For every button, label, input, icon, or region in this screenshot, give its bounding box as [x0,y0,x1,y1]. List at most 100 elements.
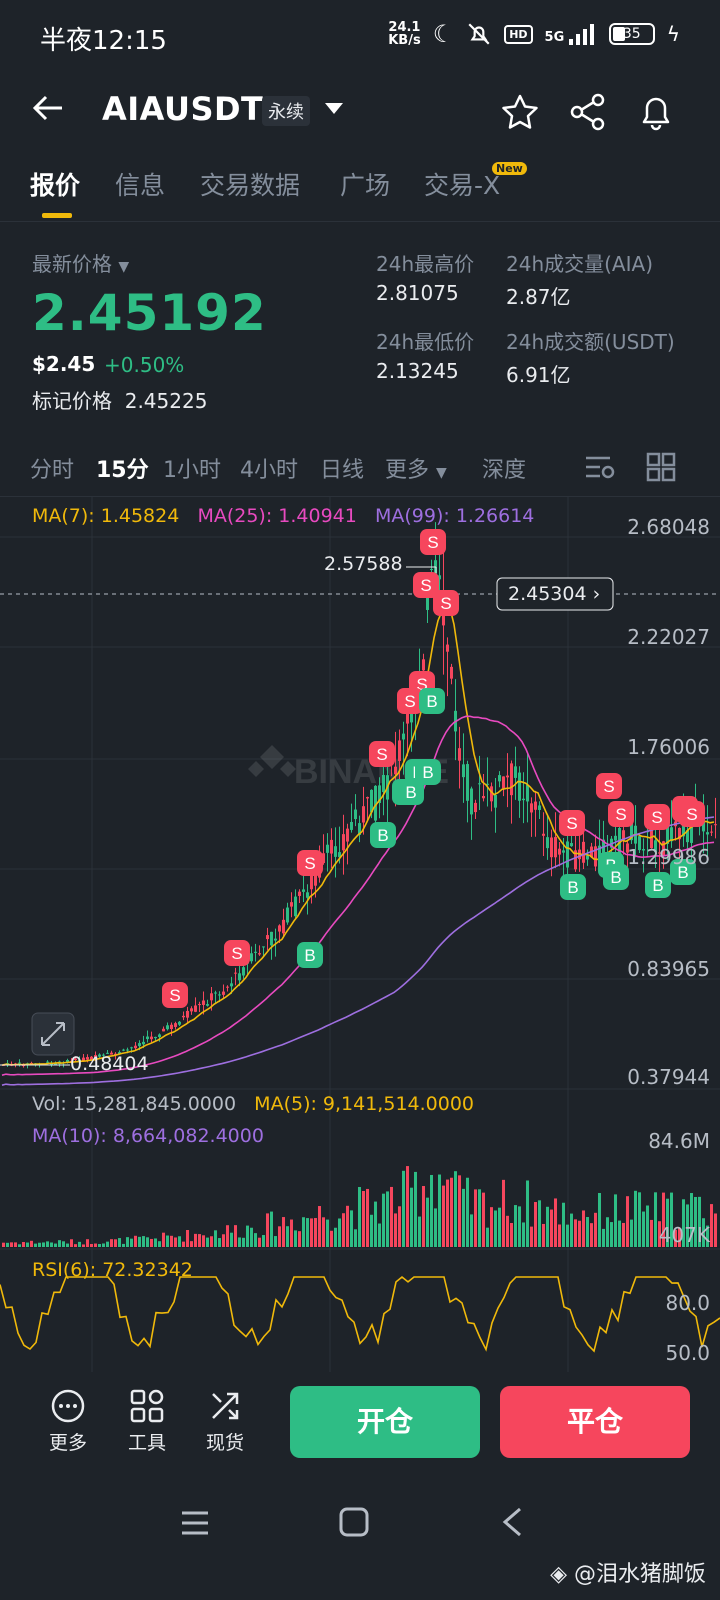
volume-bar [222,1234,225,1247]
volume-bar [250,1227,253,1247]
svg-text:B: B [567,878,578,897]
candle [394,766,397,775]
volume-bar [402,1170,405,1247]
candle [518,772,521,801]
candle [430,568,433,571]
candle [186,1010,189,1018]
volume-bar [102,1243,105,1247]
share-icon[interactable] [568,92,608,132]
notification-bell-icon[interactable] [636,92,676,132]
candle [658,852,661,854]
tab-trading-data[interactable]: 交易数据 [200,171,301,200]
signal-icon: 5G [545,23,597,45]
volume-bar [130,1238,133,1247]
more-button[interactable]: 更多 [38,1388,98,1455]
volume-bar [218,1238,221,1247]
volume-bar [78,1241,81,1247]
tab-quote[interactable]: 报价 [30,171,81,200]
volume-bar [94,1243,97,1247]
candle [550,837,553,858]
back-button[interactable] [30,90,70,130]
candle [134,1045,137,1049]
volume-bar [138,1236,141,1247]
kline-chart[interactable]: BINANCE SSSSSSSSSSSSSSSBBBBBBBBBBBB MA(7… [0,496,720,1377]
candle [18,1062,21,1064]
tab-info[interactable]: 信息 [115,171,166,200]
volume-bar [542,1223,545,1247]
volume-bar [118,1238,121,1247]
candle [178,1021,181,1025]
volume-bar [186,1229,189,1247]
volume-bar [310,1218,313,1247]
ma99-label: MA(99): 1.26614 [374,505,535,527]
candle [218,994,221,996]
tab-square[interactable]: 广场 [340,171,391,200]
candle [706,832,709,835]
candle [374,785,377,821]
volume-bar [370,1214,373,1247]
tf-15m[interactable]: 15分 [96,458,149,483]
indicator-settings-icon[interactable] [584,452,616,486]
candle [322,853,325,864]
candle [522,798,525,801]
candle [146,1036,149,1040]
candle [90,1056,93,1060]
buy-signal: B [645,872,671,898]
header: AIAUSDT 永续 [0,80,720,144]
tools-button[interactable]: 工具 [117,1388,177,1455]
home-icon[interactable] [338,1506,370,1542]
spot-button[interactable]: 现货 [195,1388,255,1455]
tf-4h[interactable]: 4小时 [240,458,298,483]
status-time: 半夜12:15 [40,26,167,56]
candle [538,805,541,811]
ma25-label: MA(25): 1.40941 [197,505,357,527]
candle [254,951,257,953]
symbol-title[interactable]: AIAUSDT [102,90,264,128]
volume-bar [54,1243,57,1247]
candle [270,931,273,946]
volume-bar [690,1193,693,1247]
close-position-button[interactable]: 平仓 [500,1386,690,1458]
recent-apps-icon[interactable] [180,1508,210,1542]
candle [378,785,381,803]
candle [654,840,657,853]
volume-bar [134,1235,137,1247]
volume-bar [190,1241,193,1247]
candle [710,831,713,833]
candle [346,828,349,842]
nav-back-icon[interactable] [500,1506,524,1542]
candle [174,1023,177,1027]
volume-bar [110,1239,113,1247]
volume-bar [298,1231,301,1247]
tf-line[interactable]: 分时 [30,458,75,483]
tf-1d[interactable]: 日线 [320,458,365,483]
tf-depth[interactable]: 深度 [482,458,527,483]
volume-bar [290,1219,293,1247]
usd-price: $2.45 [32,352,96,376]
candle [574,850,577,870]
current-price-tag[interactable]: 2.45304 › [508,583,601,605]
candle [402,733,405,740]
candle [66,1060,69,1063]
volume-bar [578,1220,581,1247]
tab-trade-x[interactable]: 交易-X [424,171,501,200]
candle [678,827,681,840]
volume-bar [26,1242,29,1247]
latest-price-label[interactable]: 最新价格 ▼ [32,252,130,276]
candle [690,824,693,843]
volume-bar [142,1236,145,1247]
layout-grid-icon[interactable] [646,452,676,486]
symbol-dropdown-icon[interactable] [322,96,346,125]
volume-bar [46,1241,49,1247]
candle [310,875,313,890]
open-position-button[interactable]: 开仓 [290,1386,480,1458]
tf-more[interactable]: 更多 ▼ [385,458,447,483]
candle [94,1055,97,1058]
caret-down-icon: ▼ [436,465,447,481]
candle [594,846,597,867]
y-tick: 1.29986 [627,845,710,869]
kline-svg[interactable]: BINANCE SSSSSSSSSSSSSSSBBBBBBBBBBBB [0,497,720,1377]
tf-1h[interactable]: 1小时 [163,458,221,483]
volume-bar [606,1217,609,1247]
favorite-star-icon[interactable] [500,92,540,132]
